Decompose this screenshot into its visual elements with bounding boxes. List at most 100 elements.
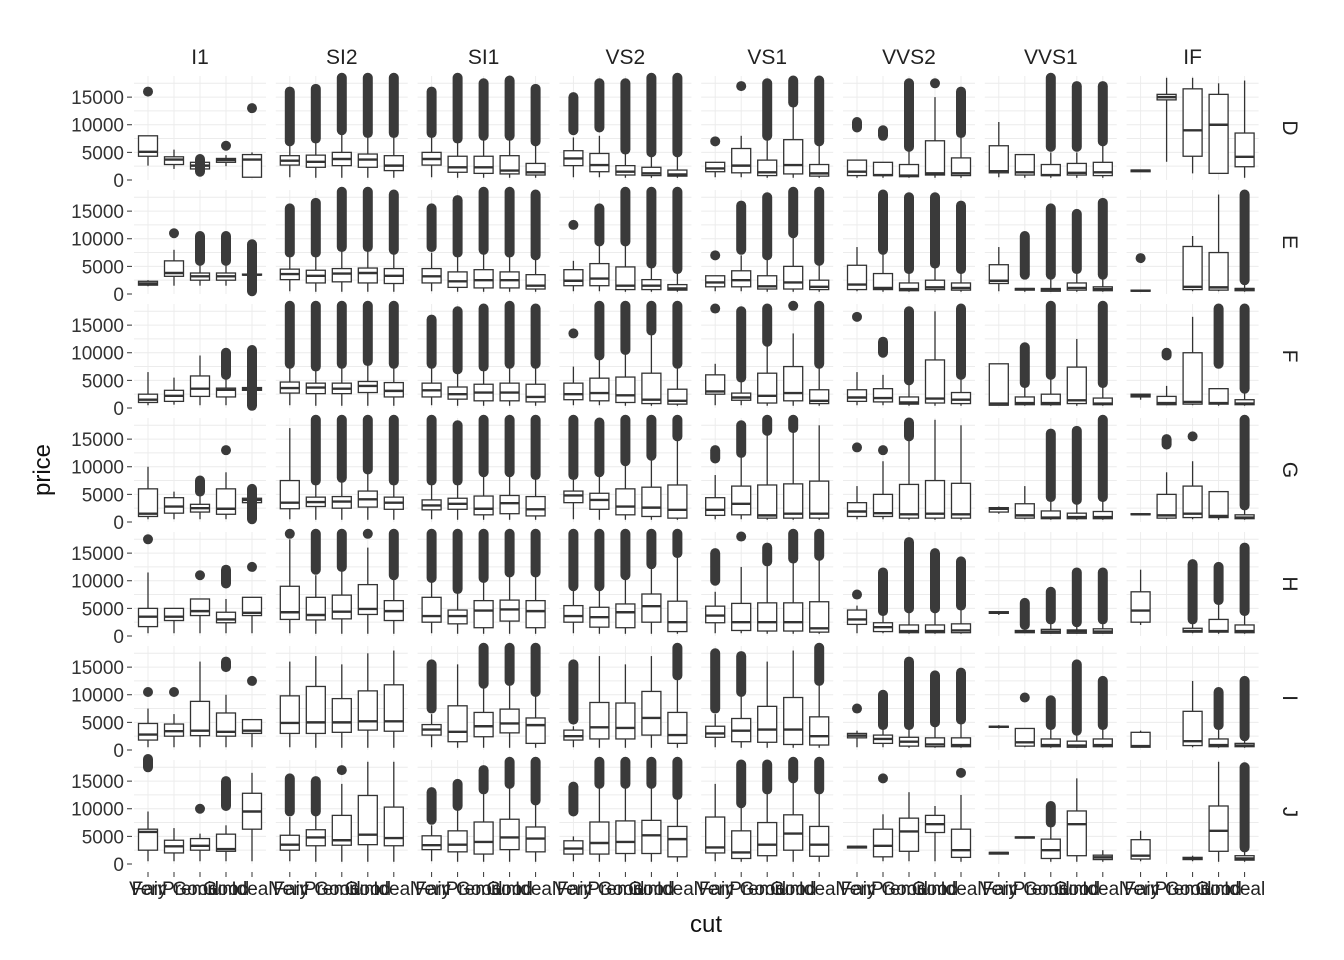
iqr-box	[525, 495, 546, 517]
x-tick-label: Good	[486, 879, 532, 900]
iqr-box	[950, 391, 972, 405]
iqr-box	[189, 375, 211, 398]
box-premium	[757, 414, 778, 520]
outlier-band	[762, 78, 773, 141]
outlier-band	[620, 528, 631, 581]
box-fair	[705, 783, 726, 862]
row-label-I: I	[1278, 695, 1301, 701]
panels-layer	[134, 72, 1259, 864]
iqr-box	[473, 599, 494, 629]
box-premium	[615, 300, 636, 406]
outlier-band	[1019, 342, 1030, 389]
box-fair	[421, 203, 442, 292]
iqr-box	[872, 828, 894, 858]
box-very-good	[1014, 692, 1035, 748]
box-very-good	[305, 197, 326, 292]
box-premium	[615, 756, 636, 862]
box-fair	[1130, 169, 1151, 173]
iqr-box	[331, 267, 352, 283]
box-premium	[757, 78, 778, 178]
outlier-band	[426, 314, 437, 369]
box-good	[924, 311, 946, 406]
iqr-box	[137, 393, 159, 404]
outlier-point	[956, 767, 966, 778]
box-very-good	[163, 491, 185, 520]
outlier-band	[143, 754, 153, 773]
box-premium	[615, 528, 636, 634]
box-fair	[421, 787, 442, 862]
box-good	[215, 140, 237, 167]
box-good	[1208, 561, 1229, 634]
iqr-box	[1208, 738, 1229, 748]
outlier-band	[1239, 762, 1250, 853]
iqr-box	[215, 488, 237, 515]
iqr-box	[988, 145, 1009, 174]
panel-J-SI1	[417, 756, 550, 864]
outlier-band	[388, 300, 399, 369]
x-tick-label: Good	[345, 879, 391, 900]
x-tick-label: Premium	[304, 879, 380, 900]
iqr-box	[615, 702, 636, 740]
outlier-band	[672, 300, 683, 369]
outlier-point	[1019, 692, 1030, 703]
iqr-box	[924, 737, 946, 748]
outlier-band	[426, 203, 437, 253]
outlier-band	[672, 756, 683, 800]
outlier-band	[388, 414, 399, 486]
outlier-band	[568, 92, 579, 136]
y-tick-label: 15000	[71, 772, 124, 793]
iqr-box	[898, 396, 920, 405]
outlier-point	[1187, 431, 1198, 442]
outlier-band	[930, 192, 940, 269]
panel-H-VVS2	[843, 532, 975, 636]
box-ideal	[383, 528, 404, 634]
box-ideal	[1234, 675, 1255, 748]
box-very-good	[447, 72, 468, 178]
box-ideal	[950, 425, 972, 520]
box-premium	[898, 656, 920, 748]
box-premium	[473, 414, 494, 520]
outlier-point	[221, 140, 231, 151]
iqr-box	[924, 479, 946, 519]
outlier-band	[620, 414, 631, 467]
box-good	[1208, 83, 1229, 175]
box-fair	[705, 445, 726, 520]
outlier-band	[221, 347, 231, 380]
box-ideal	[667, 642, 688, 748]
outlier-band	[646, 414, 657, 461]
outlier-band	[1213, 303, 1224, 369]
iqr-box	[705, 725, 726, 738]
row-label-E: E	[1278, 235, 1301, 249]
box-premium	[1182, 235, 1203, 292]
box-very-good	[872, 189, 894, 292]
outlier-band	[878, 189, 888, 255]
box-ideal	[525, 528, 546, 634]
outlier-point	[930, 78, 940, 89]
outlier-band	[594, 528, 605, 592]
box-very-good	[589, 528, 610, 634]
outlier-band	[310, 83, 321, 144]
iqr-box	[641, 690, 662, 736]
box-ideal	[241, 239, 263, 297]
box-premium	[757, 661, 778, 748]
box-fair	[137, 466, 159, 520]
iqr-box	[499, 708, 520, 734]
iqr-box	[1208, 805, 1229, 852]
x-tick-label: Good	[628, 879, 674, 900]
box-premium	[473, 642, 494, 748]
box-very-good	[447, 664, 468, 748]
box-very-good	[731, 81, 752, 178]
outlier-band	[904, 78, 914, 152]
x-tick-label: Good	[912, 879, 958, 900]
box-premium	[1182, 559, 1203, 634]
outlier-band	[478, 303, 489, 372]
box-fair	[1130, 730, 1151, 748]
outlier-band	[284, 86, 295, 147]
panel-D-VVS1	[984, 72, 1117, 180]
box-good	[215, 230, 237, 286]
iqr-box	[589, 262, 610, 287]
iqr-box	[705, 497, 726, 517]
outlier-point	[143, 686, 153, 697]
box-good	[783, 650, 804, 748]
box-good	[1208, 303, 1229, 406]
